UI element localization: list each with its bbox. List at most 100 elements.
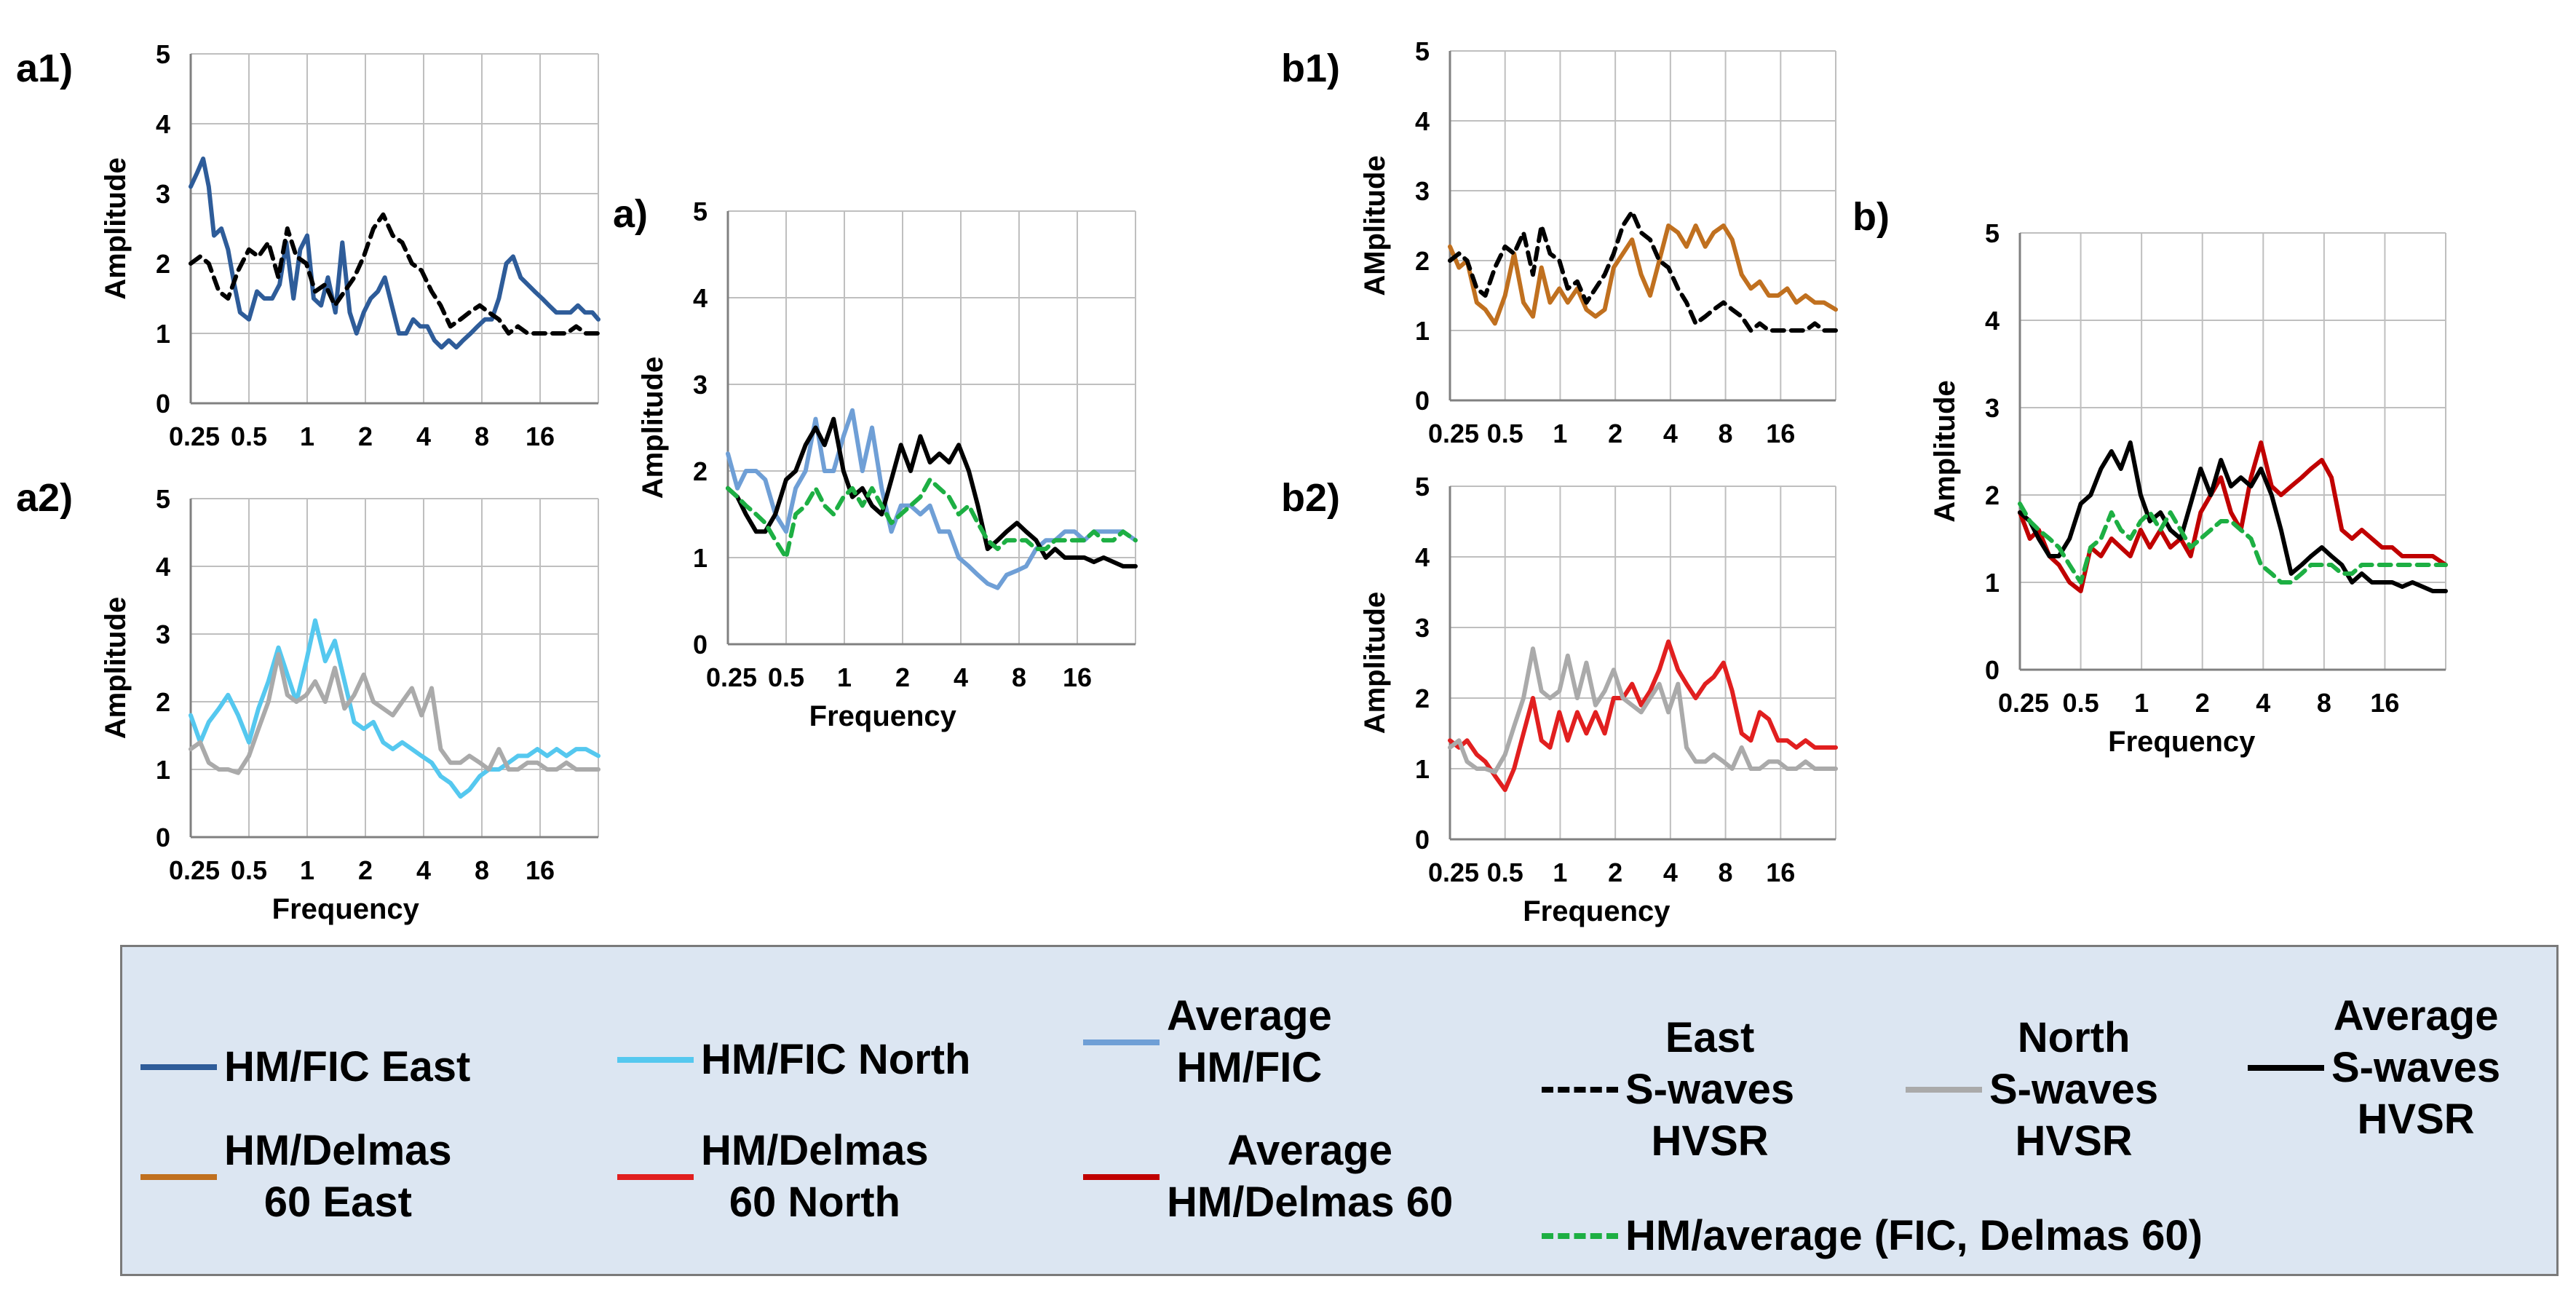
x-tick-label: 0.5 — [231, 421, 267, 451]
legend-label: North S-waves HVSR — [1989, 1013, 2158, 1167]
legend-swatch — [1542, 1233, 1618, 1240]
y-tick-label: 4 — [156, 552, 170, 582]
x-tick-label: 0.25 — [706, 662, 757, 692]
x-tick-label: 1 — [300, 855, 314, 885]
chart-b2: 0 1 2 3 4 5 0.25 0.5 1 2 4 8 16 b2) Amplitude Frequency — [1281, 472, 1838, 927]
y-tick-label: 3 — [1985, 393, 2000, 423]
legend-label-line: Average — [1167, 992, 1332, 1039]
legend-swatch — [1083, 1039, 1160, 1045]
panel-label: b2) — [1281, 476, 1340, 520]
x-axis-title: Frequency — [809, 700, 957, 732]
legend-item-s-north: North S-waves HVSR — [1906, 1013, 2158, 1167]
x-tick-label: 16 — [526, 421, 555, 451]
y-tick-label: 2 — [156, 249, 170, 279]
y-tick-label: 5 — [693, 197, 708, 226]
y-axis-title: Amplitude — [100, 597, 132, 740]
legend-box: HM/FIC East HM/FIC North Average HM/FIC East… — [120, 945, 2559, 1276]
legend-label: HM/FIC East — [224, 1042, 470, 1093]
y-tick-label: 5 — [156, 484, 170, 514]
y-tick-label: 0 — [1985, 655, 2000, 685]
y-tick-label: 2 — [156, 687, 170, 717]
x-tick-label: 4 — [416, 421, 431, 451]
x-tick-label: 16 — [2370, 688, 2399, 718]
legend-item-s-east: East S-waves HVSR — [1542, 1013, 1794, 1167]
y-tick-label: 4 — [156, 109, 170, 139]
x-tick-label: 0.5 — [768, 662, 804, 692]
legend-item-fic-north: HM/FIC North — [617, 1034, 971, 1086]
x-axis-title: Frequency — [1523, 895, 1671, 927]
chart-a2: 0 1 2 3 4 5 0.25 0.5 1 2 4 8 16 a2) Amplitude Frequency — [16, 476, 601, 925]
x-tick-label: 1 — [300, 421, 314, 451]
series-line-delmas-east — [1448, 223, 1838, 326]
legend-label-line: HVSR — [2357, 1095, 2475, 1143]
legend-item-delmas-east: HM/Delmas 60 East — [140, 1125, 452, 1229]
series-line-s-avg — [2018, 440, 2448, 593]
legend-label-line: S-waves — [2331, 1043, 2501, 1091]
legend-label: East S-waves HVSR — [1625, 1013, 1794, 1167]
legend-swatch — [617, 1173, 694, 1180]
legend-item-fic-east: HM/FIC East — [140, 1042, 470, 1093]
legend-label: HM/Delmas 60 North — [701, 1125, 929, 1229]
series-line-s-east — [189, 212, 601, 336]
y-tick-label: 2 — [1415, 246, 1430, 276]
panel-label: b1) — [1281, 47, 1340, 90]
x-tick-label: 1 — [1553, 858, 1567, 887]
legend-label-line: HM/Delmas 60 — [1167, 1178, 1454, 1226]
series-line-s-north — [1448, 646, 1838, 775]
series-line-fic-north — [189, 618, 601, 799]
legend-swatch — [1542, 1087, 1618, 1093]
y-tick-label: 2 — [1415, 684, 1430, 713]
y-tick-label: 1 — [693, 543, 708, 573]
y-tick-label: 3 — [156, 619, 170, 649]
legend-swatch — [1083, 1173, 1160, 1180]
y-axis-title: AMplitude — [1359, 155, 1391, 296]
x-tick-label: 0.25 — [169, 855, 220, 885]
x-tick-label: 16 — [1063, 662, 1092, 692]
y-tick-label: 4 — [693, 283, 708, 313]
x-tick-label: 4 — [1663, 858, 1678, 887]
y-axis-title: Amplitude — [1929, 380, 1961, 523]
x-tick-label: 1 — [2134, 688, 2149, 718]
x-tick-label: 4 — [2256, 688, 2270, 718]
x-tick-label: 16 — [1766, 858, 1795, 887]
legend-label-line: HM/Delmas — [224, 1127, 452, 1174]
legend-label-line: HM/FIC North — [701, 1036, 971, 1083]
legend-label-line: 60 North — [729, 1178, 900, 1226]
y-tick-label: 4 — [1415, 106, 1430, 136]
y-tick-label: 1 — [156, 319, 170, 349]
legend-item-delmas-avg: Average HM/Delmas 60 — [1083, 1125, 1453, 1229]
y-tick-label: 3 — [156, 179, 170, 209]
x-tick-label: 2 — [358, 855, 373, 885]
panel-label: b) — [1852, 195, 1890, 239]
x-tick-label: 1 — [1553, 419, 1567, 448]
y-tick-label: 5 — [156, 39, 170, 69]
x-tick-label: 8 — [2317, 688, 2331, 718]
y-tick-label: 5 — [1415, 36, 1430, 66]
y-tick-label: 5 — [1985, 218, 2000, 248]
x-tick-label: 16 — [1766, 419, 1795, 448]
x-tick-label: 8 — [1719, 419, 1733, 448]
x-axis-title: Frequency — [272, 893, 420, 925]
legend-label: HM/Delmas 60 East — [224, 1125, 452, 1229]
legend-label-line: North — [2017, 1014, 2131, 1061]
legend-swatch — [617, 1057, 694, 1064]
series-line-delmas-north — [1448, 639, 1838, 793]
x-tick-label: 0.25 — [1428, 419, 1479, 448]
y-axis-title: Amplitude — [1359, 592, 1391, 734]
panel-label: a2) — [16, 476, 73, 520]
y-tick-label: 0 — [1415, 825, 1430, 855]
y-tick-label: 0 — [693, 630, 708, 660]
x-tick-label: 8 — [1719, 858, 1733, 887]
legend-label-line: HM/FIC — [1176, 1043, 1323, 1091]
x-tick-label: 0.5 — [1487, 858, 1523, 887]
y-tick-label: 4 — [1415, 542, 1430, 572]
chart-b1: 0 1 2 3 4 5 0.25 0.5 1 2 4 8 16 b1) AMplitude — [1281, 36, 1838, 448]
y-tick-label: 2 — [1985, 480, 2000, 510]
legend-swatch — [140, 1173, 217, 1180]
legend-label: Average HM/FIC — [1167, 991, 1332, 1094]
x-tick-label: 8 — [475, 855, 489, 885]
legend-label: Average S-waves HVSR — [2331, 991, 2500, 1145]
legend-label-line: Average — [2333, 992, 2499, 1039]
x-tick-label: 4 — [1663, 419, 1678, 448]
